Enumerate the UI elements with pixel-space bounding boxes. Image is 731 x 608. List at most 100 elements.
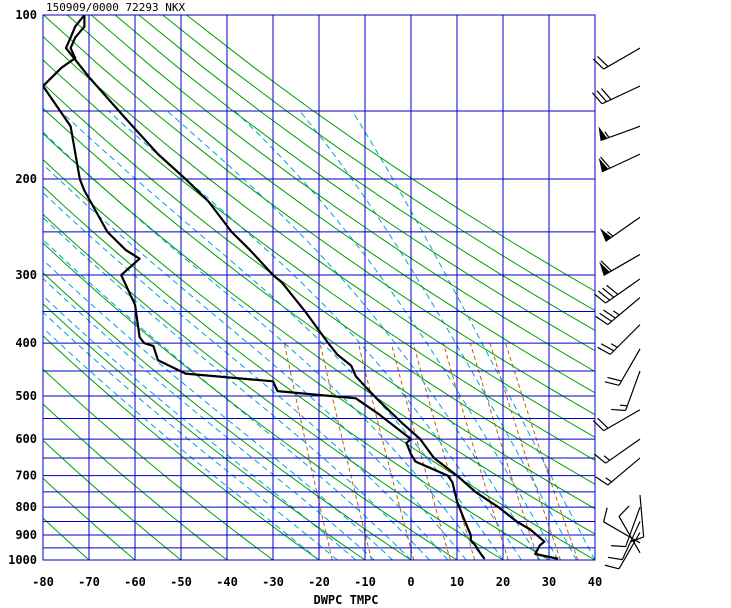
moist-adiabat	[351, 110, 595, 560]
dry-adiabat	[162, 15, 595, 312]
wind-barb	[592, 409, 641, 432]
wind-barb-staff	[618, 532, 641, 570]
wind-barb	[600, 216, 641, 242]
temperature-profile-line	[64, 15, 559, 560]
y-tick-label: 600	[15, 432, 37, 446]
wind-barb-feather	[603, 507, 608, 522]
mixing-ratio-line	[412, 342, 476, 560]
mixing-ratio-lines	[283, 342, 579, 560]
wind-barb	[595, 297, 641, 326]
x-tick-label: 20	[496, 575, 510, 589]
moist-adiabat	[43, 216, 430, 560]
plot-frame	[42, 14, 596, 561]
wind-barb-feather	[611, 408, 626, 412]
dry-adiabat	[138, 15, 595, 331]
chart-title: 150909/0000 72293 NKX	[46, 1, 185, 14]
wind-barb-feather	[600, 260, 612, 272]
dry-adiabat	[43, 185, 550, 560]
wind-barb-half-feather	[612, 310, 620, 316]
wind-barbs	[591, 47, 645, 570]
dry-adiabat	[43, 335, 320, 560]
wind-barb	[591, 85, 641, 105]
wind-barb	[599, 253, 641, 276]
wind-barb	[629, 494, 645, 543]
x-tick-label: -30	[262, 575, 284, 589]
moist-adiabats	[43, 110, 595, 560]
wind-barb-staff	[605, 278, 641, 304]
mixing-ratio-line	[319, 343, 373, 560]
wind-barb-feather	[596, 90, 607, 103]
wind-barb-staff	[607, 297, 641, 326]
wind-barb-half-feather	[603, 455, 611, 461]
y-tick-label: 400	[15, 336, 37, 350]
wind-barb-flag	[600, 228, 612, 242]
wind-barb-flag	[599, 261, 610, 276]
x-tick-label: -40	[216, 575, 238, 589]
moist-adiabat	[60, 110, 504, 560]
wind-barb-staff	[625, 370, 641, 411]
y-tick-label: 100	[15, 8, 37, 22]
wind-barb-staff	[605, 438, 641, 464]
wind-barb-staff	[603, 253, 641, 276]
wind-barb	[597, 324, 641, 355]
wind-barb-feather	[597, 346, 611, 355]
mixing-ratio-line	[357, 343, 415, 560]
dry-adiabat	[43, 132, 595, 535]
y-tick-label: 700	[15, 469, 37, 483]
moist-adiabat	[43, 259, 393, 560]
profiles	[43, 15, 559, 560]
wind-barb-staff	[603, 409, 641, 432]
dry-adiabat	[67, 15, 595, 394]
wind-barb-feather	[599, 312, 612, 322]
moist-adiabat	[166, 110, 541, 560]
wind-barb-feather	[607, 556, 623, 561]
x-tick-label: -20	[308, 575, 330, 589]
wind-barb-feather	[595, 315, 609, 326]
wind-barb-staff	[603, 47, 641, 70]
wind-barb-staff	[621, 521, 641, 560]
wind-barb-feather	[604, 564, 620, 570]
grid-lines	[42, 14, 596, 561]
x-tick-label: 0	[407, 575, 414, 589]
wind-barb-feather	[593, 453, 606, 464]
y-tick-label: 300	[15, 268, 37, 282]
wind-barb-staff	[603, 521, 641, 544]
moist-adiabat	[43, 295, 357, 560]
wind-barb-feather	[597, 417, 609, 429]
wind-barb	[598, 125, 641, 142]
wind-barb	[603, 507, 641, 544]
y-tick-label: 900	[15, 528, 37, 542]
wind-barb-half-feather	[604, 131, 610, 138]
wind-barb	[593, 438, 641, 464]
x-axis-label: DWPC TMPC	[313, 593, 378, 607]
wind-barb-feather	[607, 376, 622, 382]
dry-adiabat	[43, 517, 90, 560]
x-tick-label: -60	[124, 575, 146, 589]
dewpoint-profile-line	[43, 15, 486, 560]
x-tick-label: -80	[32, 575, 54, 589]
wind-barb	[604, 532, 641, 570]
wind-barb-staff	[618, 516, 641, 554]
x-tick-label: -10	[354, 575, 376, 589]
wind-barb-staff	[605, 216, 641, 242]
wind-barb-feather	[600, 343, 615, 352]
tick-labels: -80 -70 -60 -50 -40 -30 -20 -10 0 10 20 30 40 100 200 3…	[8, 8, 602, 589]
wind-barb-feather	[602, 287, 615, 298]
wind-barb-feather	[600, 156, 611, 169]
moist-adiabat	[43, 191, 449, 560]
wind-barb-feather	[592, 58, 605, 70]
x-tick-label: 30	[542, 575, 556, 589]
wind-barb-feather	[597, 56, 609, 68]
wind-barb	[595, 457, 641, 486]
moist-adiabat	[299, 110, 578, 560]
wind-barb-feather	[601, 88, 612, 100]
wind-barb	[607, 521, 641, 561]
wind-barb-feather	[629, 536, 644, 543]
wind-barb-half-feather	[620, 404, 628, 407]
wind-barb-feather	[618, 505, 630, 517]
wind-barb	[592, 47, 641, 70]
wind-barb-feather	[604, 381, 620, 386]
wind-barb-feather	[598, 290, 611, 301]
mixing-ratio-line	[390, 342, 451, 560]
